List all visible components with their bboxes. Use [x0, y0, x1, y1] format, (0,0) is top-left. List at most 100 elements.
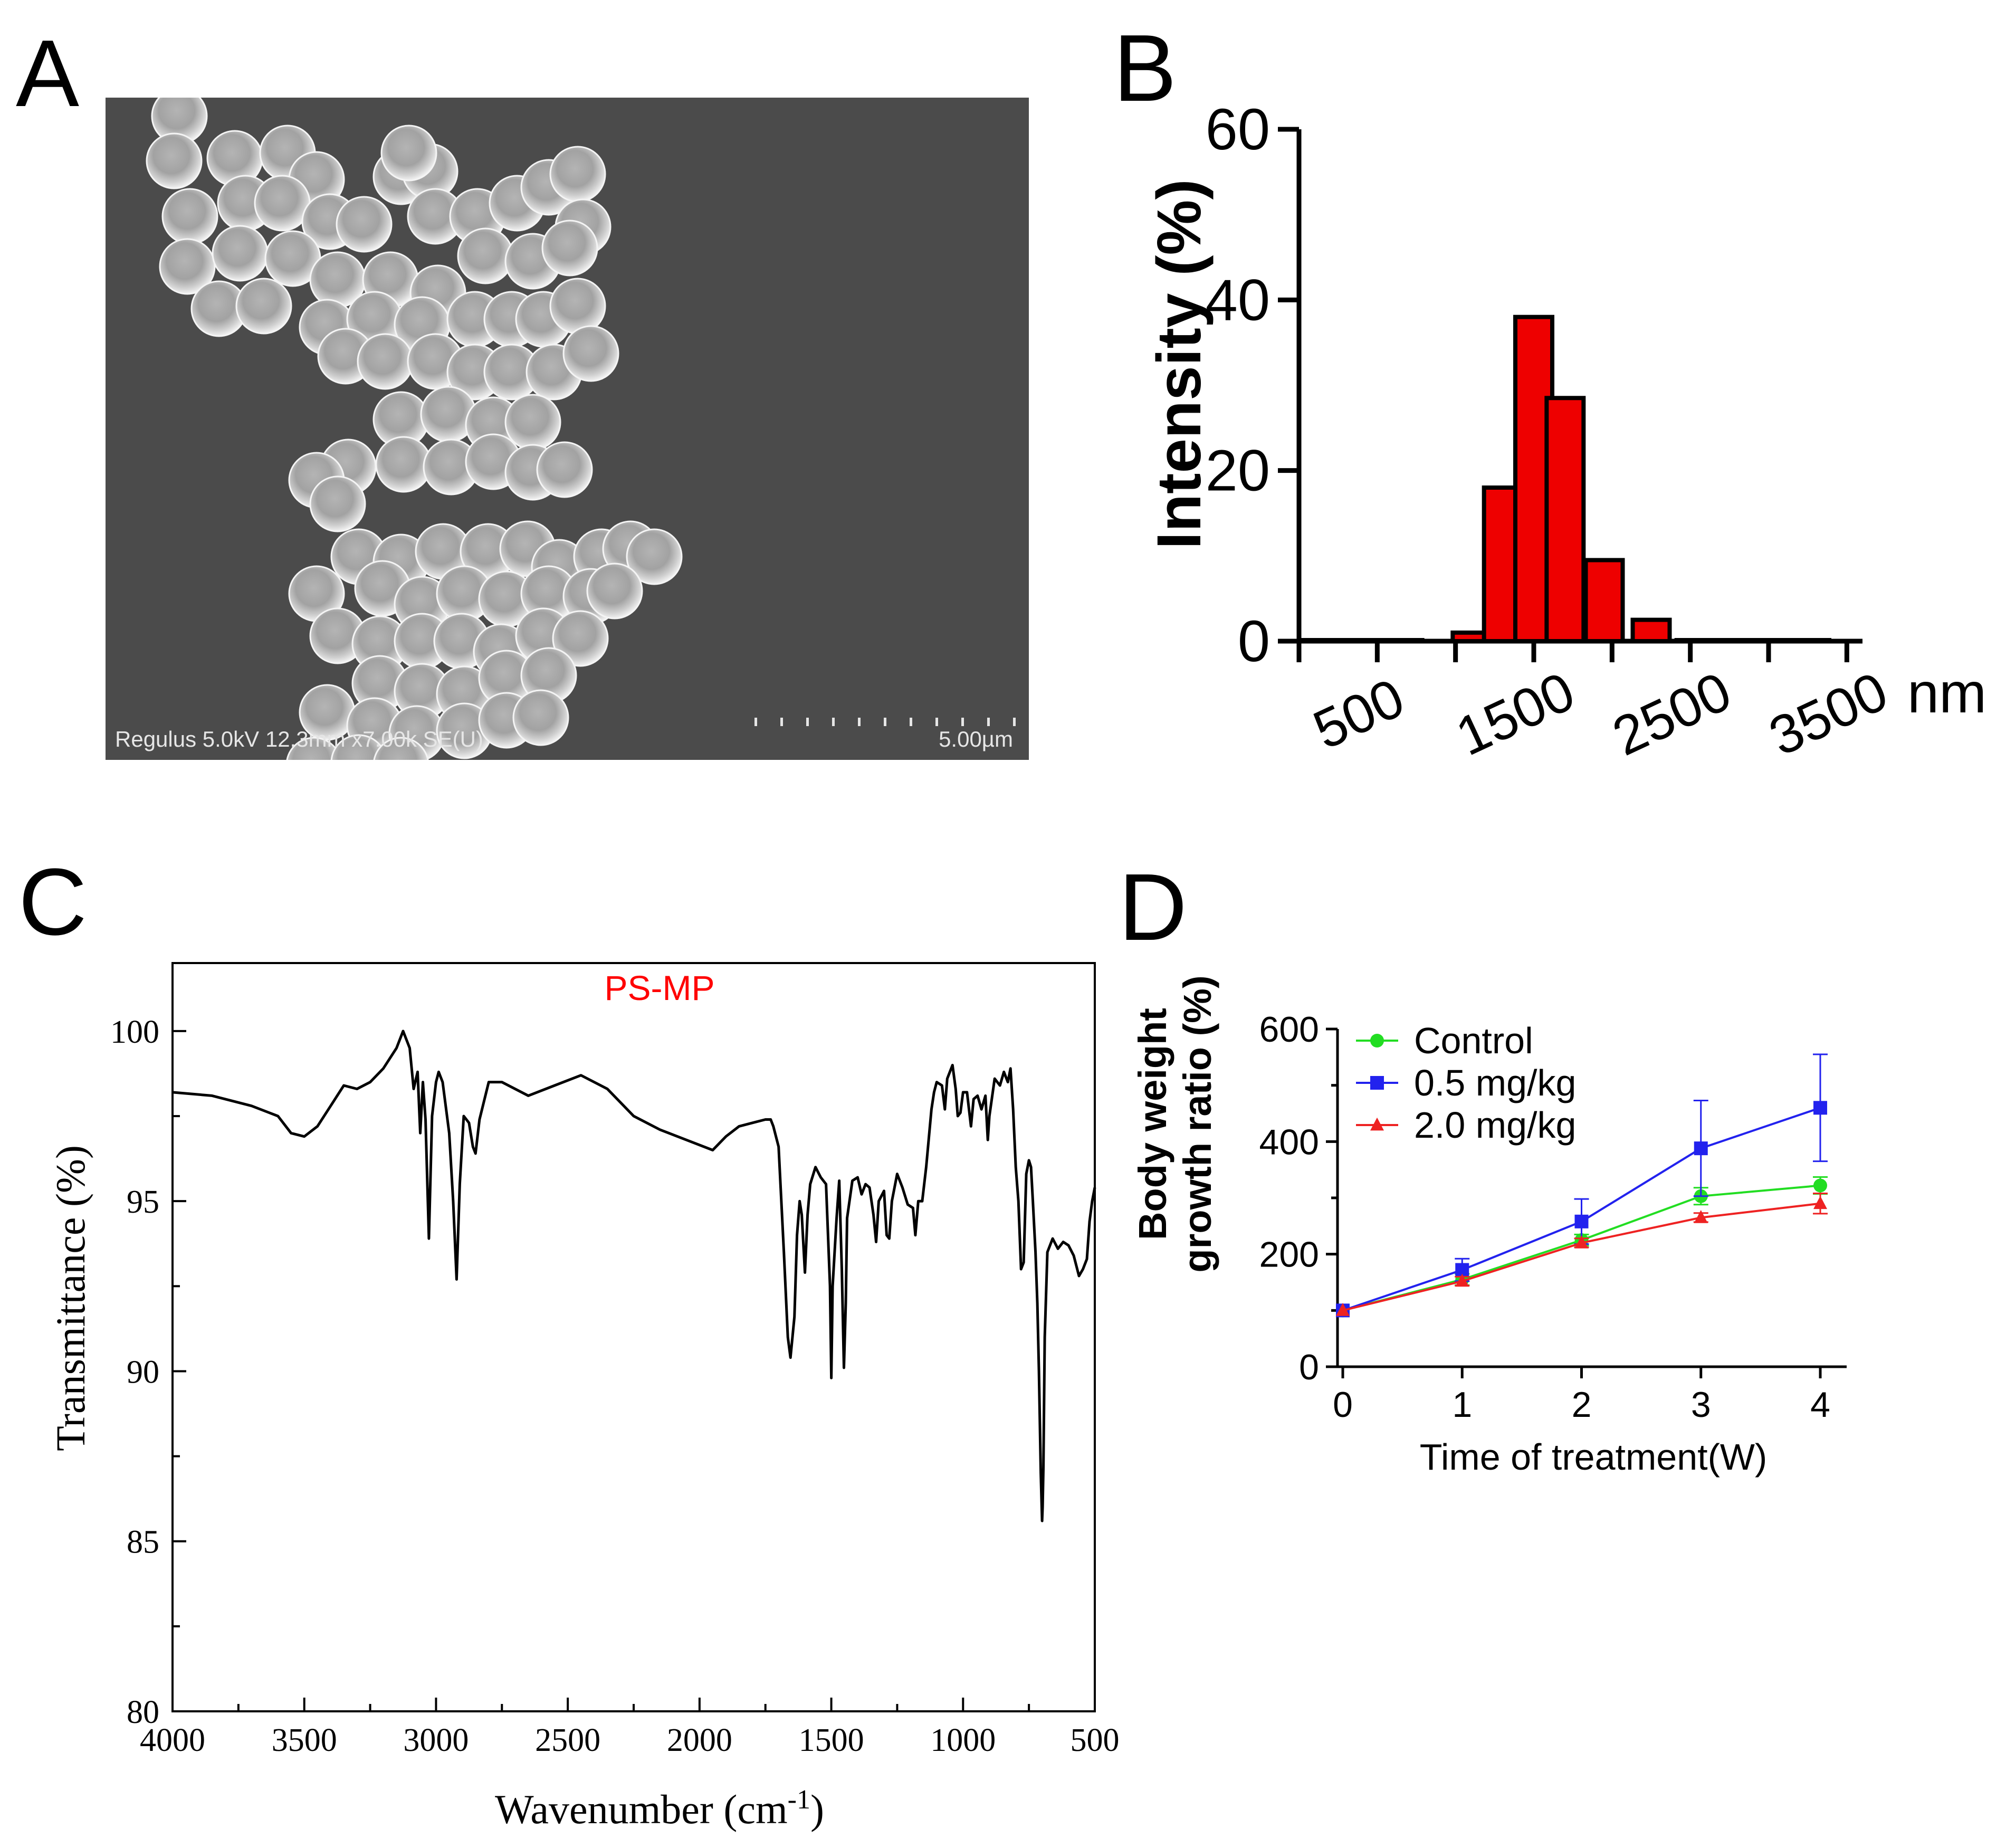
chart-c-xlabel: Wavenumber (cm-1)	[495, 1785, 824, 1833]
sem-scale-tick	[987, 718, 990, 726]
chart-c-title: PS-MP	[604, 968, 714, 1007]
sem-scale-tick	[1013, 718, 1016, 726]
chart-d-legend-marker	[1370, 1117, 1384, 1131]
chart-c-plot-frame	[171, 962, 1096, 1712]
chart-d-legend-label: 2.0 mg/kg	[1414, 1104, 1576, 1146]
chart-d-y-tick-label: 200	[1259, 1235, 1319, 1275]
panel-letter-a: A	[16, 21, 80, 127]
chart-b-size-distribution: 0 20 40 60 500 1500 2500 3500 Intensity (%) nm	[1144, 97, 1986, 768]
sem-particle	[457, 227, 514, 284]
chart-b-x-tick-label: 2500	[1604, 661, 1741, 768]
chart-d-y-tick-label: 600	[1259, 1009, 1319, 1050]
chart-b-bar-baseline	[1298, 638, 1331, 641]
chart-c-y-tick-label: 85	[127, 1525, 159, 1560]
chart-c-xlabel-close: )	[810, 1786, 824, 1832]
chart-d-x-tick-label: 3	[1691, 1385, 1711, 1425]
chart-d-x-tick-label: 0	[1333, 1385, 1353, 1425]
chart-c-x-tick-label: 1500	[799, 1722, 864, 1758]
chart-c-x-tick-label: 500	[1071, 1722, 1120, 1758]
chart-c-series-ps-mp	[172, 1030, 1096, 1522]
sem-particle	[336, 196, 393, 253]
chart-c-y-tick-label: 90	[127, 1354, 159, 1390]
sem-caption: Regulus 5.0kV 12.3mm x7.00k SE(U)	[115, 727, 483, 751]
chart-c-x-tick-label: 3500	[272, 1722, 337, 1758]
chart-d-legend-label: 0.5 mg/kg	[1414, 1062, 1576, 1103]
chart-b-bar-baseline	[1768, 638, 1800, 641]
sem-particle	[541, 220, 598, 277]
chart-d-ylabel-line1: Body weight	[1134, 1008, 1174, 1240]
chart-d-point	[1694, 1210, 1708, 1223]
chart-b-bars	[1298, 315, 1831, 644]
chart-d-point	[1455, 1273, 1469, 1287]
chart-d-ticks: 0 200 400 600 0 1 2 3 4	[1259, 1009, 1830, 1425]
sem-particle	[375, 436, 432, 493]
chart-c-x-tick-label: 2500	[535, 1722, 600, 1758]
sem-particle	[309, 475, 366, 532]
chart-d-legend-label: Control	[1414, 1020, 1533, 1061]
chart-c-y-tick-label: 80	[127, 1694, 159, 1730]
sem-particle	[373, 737, 429, 760]
panel-letter-c: C	[18, 849, 87, 955]
sem-scale-tick	[780, 718, 783, 726]
chart-c-y-tick-label: 95	[127, 1184, 159, 1220]
chart-d-y-tick-label: 400	[1259, 1122, 1319, 1162]
chart-b-bar-baseline	[1674, 638, 1706, 641]
sem-micrograph: Regulus 5.0kV 12.3mm x7.00k SE(U) 5.00µm	[106, 98, 1029, 760]
chart-c-ylabel: Transmittance (%)	[47, 1145, 93, 1451]
chart-d-point	[1813, 1101, 1827, 1115]
chart-d-point	[1336, 1303, 1350, 1316]
chart-b-y-tick-label: 20	[1206, 439, 1270, 503]
sem-particle	[562, 325, 619, 382]
sem-particle	[626, 528, 683, 585]
chart-b-bar	[1544, 396, 1586, 643]
sem-scale-tick	[754, 718, 757, 726]
sem-particle	[504, 394, 561, 451]
chart-d-x-tick-label: 2	[1572, 1385, 1592, 1425]
sem-particle	[146, 132, 203, 189]
sem-scale-tick	[806, 718, 809, 726]
chart-c-x-tick-label: 4000	[140, 1722, 205, 1758]
chart-d-legend-marker	[1370, 1034, 1384, 1047]
sem-particle	[549, 146, 606, 203]
sem-scale-tick	[884, 718, 886, 726]
sem-particle	[286, 737, 342, 760]
chart-b-x-tick-label: 1500	[1447, 661, 1584, 768]
chart-b-y-tick-label: 40	[1206, 268, 1270, 332]
chart-b-bar-baseline	[1800, 638, 1831, 641]
chart-d-series	[1336, 1053, 1828, 1318]
chart-b-x-tick-label: 500	[1304, 667, 1413, 761]
chart-b-bar-baseline	[1330, 638, 1362, 641]
sem-particle	[549, 278, 606, 335]
sem-particle	[357, 333, 414, 390]
chart-c-y-tick-label: 100	[110, 1014, 159, 1050]
sem-particle	[586, 563, 643, 620]
sem-particle	[536, 441, 593, 498]
chart-b-x-tick-label: 3500	[1760, 661, 1897, 768]
chart-c-ticks: 4000 3500 3000 2500 2000 1500 1000 500 80 85 90 95 1…	[110, 1014, 1120, 1758]
sem-particle	[552, 610, 609, 667]
sem-scale-tick	[832, 718, 835, 726]
chart-c-series-line	[172, 1030, 1096, 1522]
chart-c-x-tick-label: 2000	[667, 1722, 732, 1758]
chart-d-xlabel: Time of treatment(W)	[1420, 1436, 1768, 1478]
chart-b-y-tick-label: 0	[1238, 609, 1270, 674]
sem-scale-bar	[754, 718, 1016, 726]
chart-c-ftir: 4000 3500 3000 2500 2000 1500 1000 500 80 85 90 95 1…	[47, 962, 1120, 1833]
chart-b-xlabel: nm	[1907, 661, 1986, 725]
sem-scale-tick	[858, 718, 861, 726]
sem-scale-tick	[910, 718, 912, 726]
sem-scale-tick	[961, 718, 964, 726]
chart-d-point	[1574, 1214, 1589, 1228]
chart-d-ylabel-line2: growth ratio (%)	[1176, 976, 1219, 1273]
chart-b-bar-baseline	[1737, 638, 1769, 641]
chart-d-y-tick-label: 0	[1299, 1347, 1319, 1387]
chart-d-point	[1813, 1196, 1827, 1209]
chart-c-x-tick-label: 1000	[930, 1722, 996, 1758]
chart-b-bar	[1630, 617, 1672, 644]
chart-b-bar	[1583, 558, 1625, 644]
sem-particle	[512, 689, 569, 746]
sem-particle	[235, 278, 292, 335]
chart-b-bar-baseline	[1706, 638, 1737, 641]
sem-scale-tick	[935, 718, 938, 726]
